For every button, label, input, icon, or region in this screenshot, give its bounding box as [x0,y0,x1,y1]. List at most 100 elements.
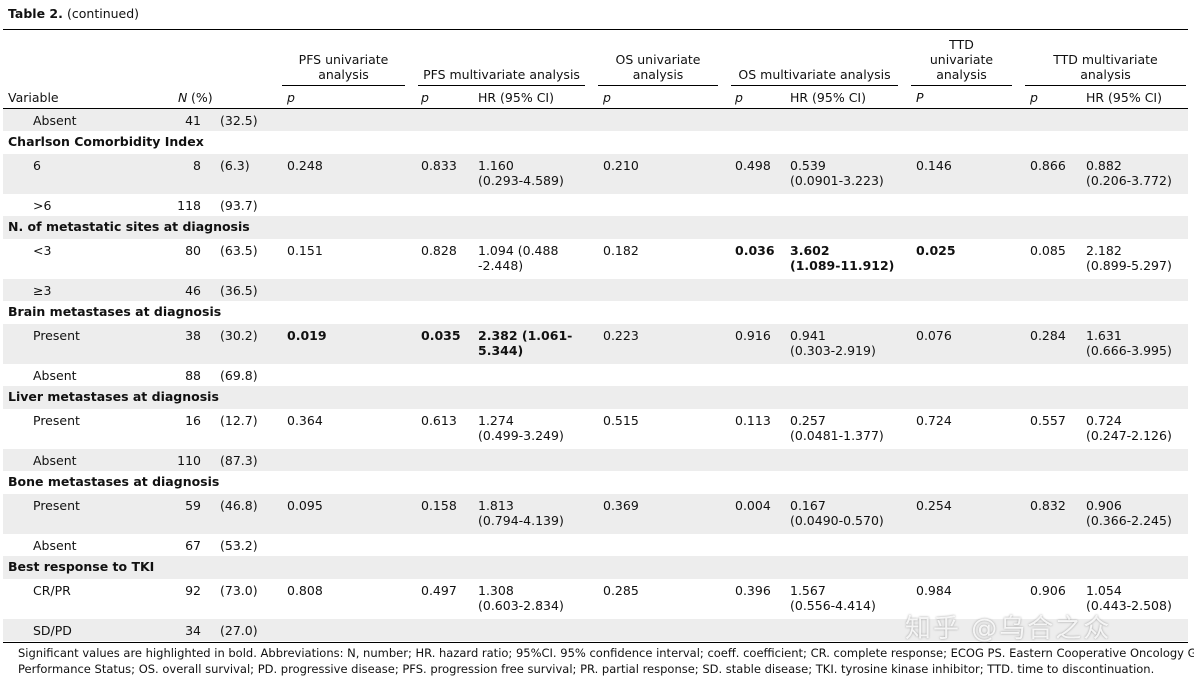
variable: ≥3 [33,283,52,298]
p-value: 0.095 [287,498,323,513]
hr-ci: (0.0490-0.570) [790,513,884,528]
hr-ci: (0.206-3.772) [1086,173,1172,188]
group-header: analysis [936,67,987,82]
variable: >6 [33,198,52,213]
p-value: 0.285 [603,583,639,598]
group-header: PFS univariate [298,52,389,67]
p-value: 0.019 [287,328,327,343]
group-rule [911,85,1012,86]
column-header: p [603,90,611,105]
table-label: Table 2. [8,6,63,21]
percent: (6.3) [220,158,250,173]
group-rule [282,85,405,86]
hr-ci: (0.0901-3.223) [790,173,884,188]
hr-ci: 5.344) [478,343,524,358]
group-header: PFS multivariate analysis [423,67,580,82]
hr-ci: (0.794-4.139) [478,513,564,528]
group-rule [731,85,898,86]
row-shade [3,216,1188,239]
p-value: 0.158 [421,498,457,513]
percent: (93.7) [220,198,258,213]
section-label: N. of metastatic sites at diagnosis [8,219,250,234]
hr-ci: (0.247-2.126) [1086,428,1172,443]
top-rule [3,29,1188,30]
p-value: 0.828 [421,243,457,258]
p-value: 0.210 [603,158,639,173]
p-value: 0.146 [916,158,952,173]
table-caption: (continued) [67,6,140,21]
p-value: 0.557 [1030,413,1066,428]
column-header: p [421,90,429,105]
percent: (87.3) [220,453,258,468]
n-count: 46 [185,283,201,298]
percent: (69.8) [220,368,258,383]
variable: Absent [33,113,77,128]
variable: Present [33,328,80,343]
group-header: analysis [632,67,684,82]
hr-ci: 1.631 [1086,328,1122,343]
p-value: 0.498 [735,158,771,173]
hr-ci: 1.160 [478,158,514,173]
variable: Absent [33,453,77,468]
hr-ci: (0.0481-1.377) [790,428,884,443]
hr-ci: (0.293-4.589) [478,173,564,188]
p-value: 0.004 [735,498,771,513]
group-header: analysis [1080,67,1131,82]
column-header: p [1030,90,1038,105]
column-header: P [916,90,924,105]
hr-ci: 0.257 [790,413,826,428]
row-shade [3,386,1188,409]
p-value: 0.613 [421,413,457,428]
percent: (73.0) [220,583,258,598]
hr-ci: 0.882 [1086,158,1122,173]
n-count: 67 [185,538,201,553]
hr-ci: 1.813 [478,498,514,513]
n-count: 59 [185,498,201,513]
column-header: Variable [8,90,59,105]
column-header: HR (95% CI) [790,90,866,105]
column-header: N [178,90,188,105]
row-shade [3,449,1188,471]
n-count: 41 [185,113,201,128]
bottom-rule [3,642,1188,643]
hr-ci: 1.274 [478,413,514,428]
hr-ci: 1.567 [790,583,826,598]
p-value: 0.916 [735,328,771,343]
p-value: 0.724 [916,413,952,428]
hr-ci: (0.666-3.995) [1086,343,1172,358]
group-header: TTD [949,37,974,52]
hr-ci: 1.094 (0.488 [478,243,559,258]
group-rule [1025,85,1186,86]
hr-ci: (0.443-2.508) [1086,598,1172,613]
group-header: univariate [929,52,994,67]
row-shade [3,109,1188,131]
row-shade [3,619,1188,641]
section-label: Brain metastases at diagnosis [8,304,222,319]
section-label: Best response to TKI [8,559,155,574]
n-count: 118 [177,198,201,213]
p-value: 0.364 [287,413,323,428]
section-label: Liver metastases at diagnosis [8,389,219,404]
p-value: 0.182 [603,243,639,258]
footnote: Performance Status; OS. overall survival… [18,662,1155,676]
hr-ci: (0.303-2.919) [790,343,876,358]
hr-ci: (0.556-4.414) [790,598,876,613]
row-shade [3,324,1188,364]
variable: Present [33,413,80,428]
hr-ci: 3.602 [790,243,830,258]
hr-ci: 0.167 [790,498,826,513]
hr-ci: 2.382 (1.061- [478,328,573,343]
n-count: 38 [185,328,201,343]
row-shade [3,556,1188,579]
percent: (46.8) [220,498,258,513]
p-value: 0.832 [1030,498,1066,513]
p-value: 0.984 [916,583,952,598]
hr-ci: (0.366-2.245) [1086,513,1172,528]
p-value: 0.497 [421,583,457,598]
p-value: 0.906 [1030,583,1066,598]
footnote: Significant values are highlighted in bo… [18,646,1194,660]
section-label: Bone metastases at diagnosis [8,474,220,489]
column-header: HR (95% CI) [1086,90,1162,105]
hr-ci: 0.539 [790,158,826,173]
